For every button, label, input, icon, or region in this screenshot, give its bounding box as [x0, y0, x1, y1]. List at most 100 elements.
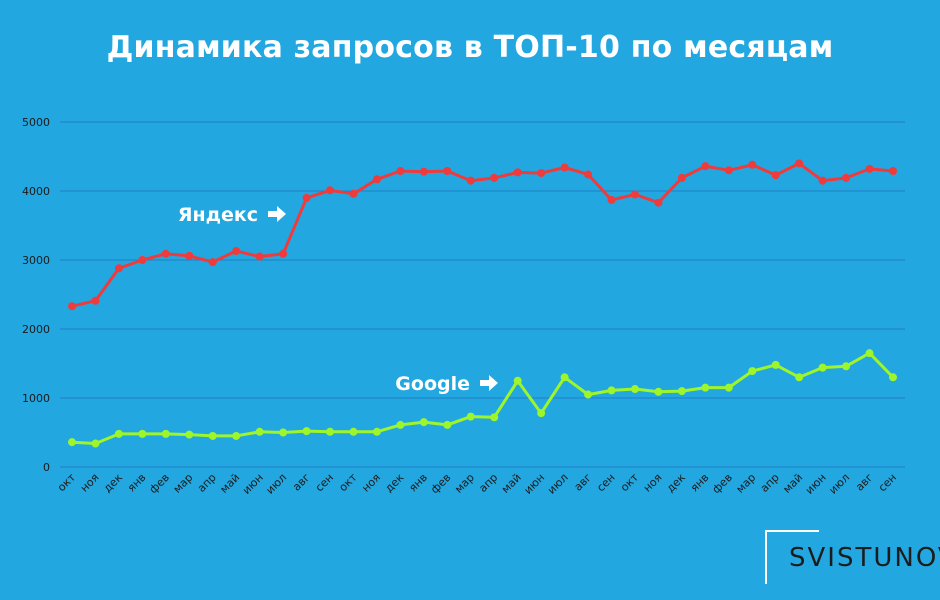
logo-text: SVISTUNOV	[789, 543, 940, 573]
data-point	[677, 387, 686, 396]
data-point	[349, 189, 358, 198]
data-point	[91, 439, 100, 448]
x-tick-label: дек	[664, 471, 688, 495]
x-tick-label: дек	[101, 471, 125, 495]
data-point	[443, 166, 452, 175]
y-tick-label: 3000	[22, 254, 50, 267]
y-tick-label: 0	[43, 461, 50, 474]
data-point	[607, 386, 616, 395]
data-point	[490, 173, 499, 182]
data-point	[326, 186, 335, 195]
y-tick-label: 1000	[22, 392, 50, 405]
y-tick-label: 2000	[22, 323, 50, 336]
data-point	[537, 169, 546, 178]
x-tick-label: мар	[734, 471, 759, 496]
x-tick-label: окт	[55, 471, 79, 495]
x-tick-label: май	[217, 471, 242, 496]
x-tick-label: июн	[521, 471, 547, 497]
data-point	[372, 427, 381, 436]
data-point	[560, 373, 569, 382]
data-point	[724, 166, 733, 175]
data-point	[68, 302, 76, 311]
data-point	[748, 367, 757, 376]
data-point	[630, 385, 639, 394]
x-tick-label: ноя	[78, 471, 102, 495]
x-tick-label: мар	[171, 471, 196, 496]
data-point	[279, 249, 288, 258]
data-point	[513, 376, 522, 385]
data-point	[138, 429, 147, 438]
data-point	[396, 420, 405, 429]
data-point	[372, 175, 381, 184]
x-tick-label: авг	[853, 471, 876, 494]
data-point	[68, 438, 76, 447]
y-tick-label: 5000	[22, 116, 50, 129]
x-tick-label: июн	[803, 471, 829, 497]
x-tick-label: фев	[710, 471, 735, 496]
data-point	[630, 190, 639, 199]
y-axis-ticks: 0 1000 2000 3000 4000 5000	[22, 116, 50, 474]
x-tick-label: ноя	[641, 471, 665, 495]
series-label: Google	[395, 373, 470, 395]
data-point	[349, 427, 358, 436]
data-point	[114, 429, 123, 438]
data-point	[795, 159, 804, 168]
data-point	[91, 296, 100, 305]
arrow-right-icon	[480, 375, 498, 391]
x-tick-label: июл	[545, 471, 571, 497]
x-tick-label: мар	[452, 471, 477, 496]
x-tick-label: июл	[826, 471, 852, 497]
data-point	[677, 173, 686, 182]
data-point	[654, 387, 663, 396]
data-point	[818, 176, 827, 185]
data-point	[302, 427, 311, 436]
data-point	[560, 163, 569, 172]
data-point	[326, 427, 335, 436]
series-lines	[68, 159, 897, 448]
data-point	[161, 429, 170, 438]
data-point	[842, 362, 851, 371]
chart-title: Динамика запросов в ТОП-10 по месяцам	[106, 30, 834, 65]
x-tick-label: сен	[313, 471, 336, 494]
data-point	[232, 247, 241, 256]
data-point	[466, 176, 475, 185]
data-point	[865, 164, 874, 173]
data-point	[138, 256, 147, 264]
data-point	[795, 373, 804, 382]
x-tick-label: фев	[428, 471, 453, 496]
data-point	[419, 167, 428, 176]
x-tick-label: янв	[406, 471, 430, 495]
data-point	[654, 198, 663, 207]
data-point	[279, 428, 288, 437]
series-google	[68, 349, 897, 448]
x-tick-label: авг	[572, 471, 595, 494]
data-point	[513, 168, 522, 177]
data-point	[419, 418, 428, 427]
x-tick-label: янв	[688, 471, 712, 495]
data-point	[232, 431, 241, 440]
data-point	[537, 409, 546, 418]
x-tick-label: янв	[125, 471, 149, 495]
data-point	[185, 251, 194, 260]
x-tick-label: апр	[476, 471, 500, 495]
x-tick-label: ноя	[359, 471, 383, 495]
data-point	[724, 383, 733, 392]
data-point	[302, 193, 311, 202]
data-point	[842, 173, 851, 182]
data-point	[865, 349, 874, 358]
data-point	[701, 383, 710, 392]
svistunov-logo: SVISTUNOV	[765, 530, 940, 584]
data-point	[255, 252, 264, 261]
x-tick-label: сен	[594, 471, 617, 494]
x-tick-label: июн	[240, 471, 266, 497]
series-annotations: Яндекс Google	[178, 204, 498, 395]
x-tick-label: апр	[758, 471, 782, 495]
yandex-annotation: Яндекс	[178, 204, 286, 226]
data-point	[466, 412, 475, 421]
x-tick-label: апр	[195, 471, 219, 495]
data-point	[818, 363, 827, 372]
data-point	[490, 413, 499, 422]
data-point	[771, 360, 780, 369]
